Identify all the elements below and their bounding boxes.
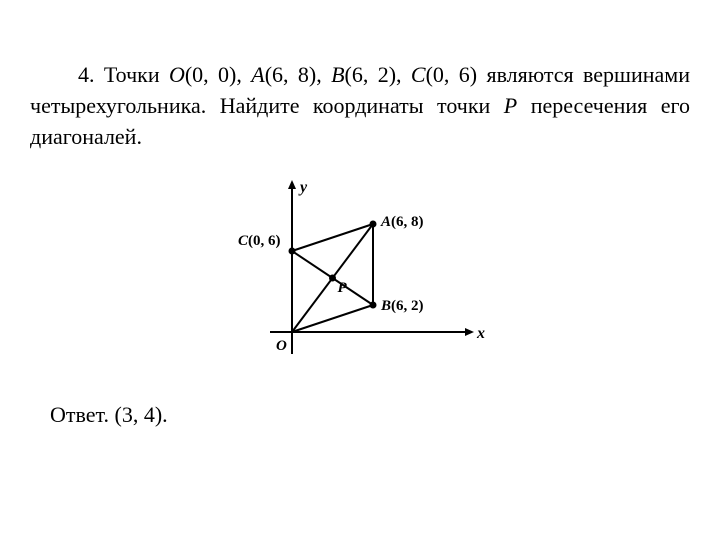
svg-text:A(6, 8): A(6, 8) [380,214,424,230]
text-part: Точки [104,62,169,87]
answer-label: Ответ. [50,402,109,427]
answer-value: (3, 4). [115,402,168,427]
answer-line: Ответ. (3, 4). [50,402,690,428]
problem-number: 4. [78,62,95,87]
figure-container: y x O A(6, 8) B(6, 2) C(0, 6) P [30,172,690,372]
point-B-name: B [331,62,344,87]
svg-text:y: y [298,179,308,196]
point-O-name: O [169,62,185,87]
svg-text:P: P [338,280,348,296]
point-C-name: C [411,62,426,87]
svg-text:C(0, 6): C(0, 6) [238,233,281,249]
svg-text:B(6, 2): B(6, 2) [380,298,424,314]
coordinate-figure: y x O A(6, 8) B(6, 2) C(0, 6) P [220,172,500,372]
O-coords: (0, 0), [185,62,251,87]
point-P-name: P [504,93,517,118]
problem-text: 4. Точки O(0, 0), A(6, 8), B(6, 2), C(0,… [30,60,690,152]
figure-svg: y x O A(6, 8) B(6, 2) C(0, 6) P [220,172,500,372]
A-coords: (6, 8), [265,62,331,87]
B-coords: (6, 2), [345,62,411,87]
svg-text:x: x [476,325,485,342]
point-A-name: A [251,62,264,87]
svg-text:O: O [276,338,287,354]
